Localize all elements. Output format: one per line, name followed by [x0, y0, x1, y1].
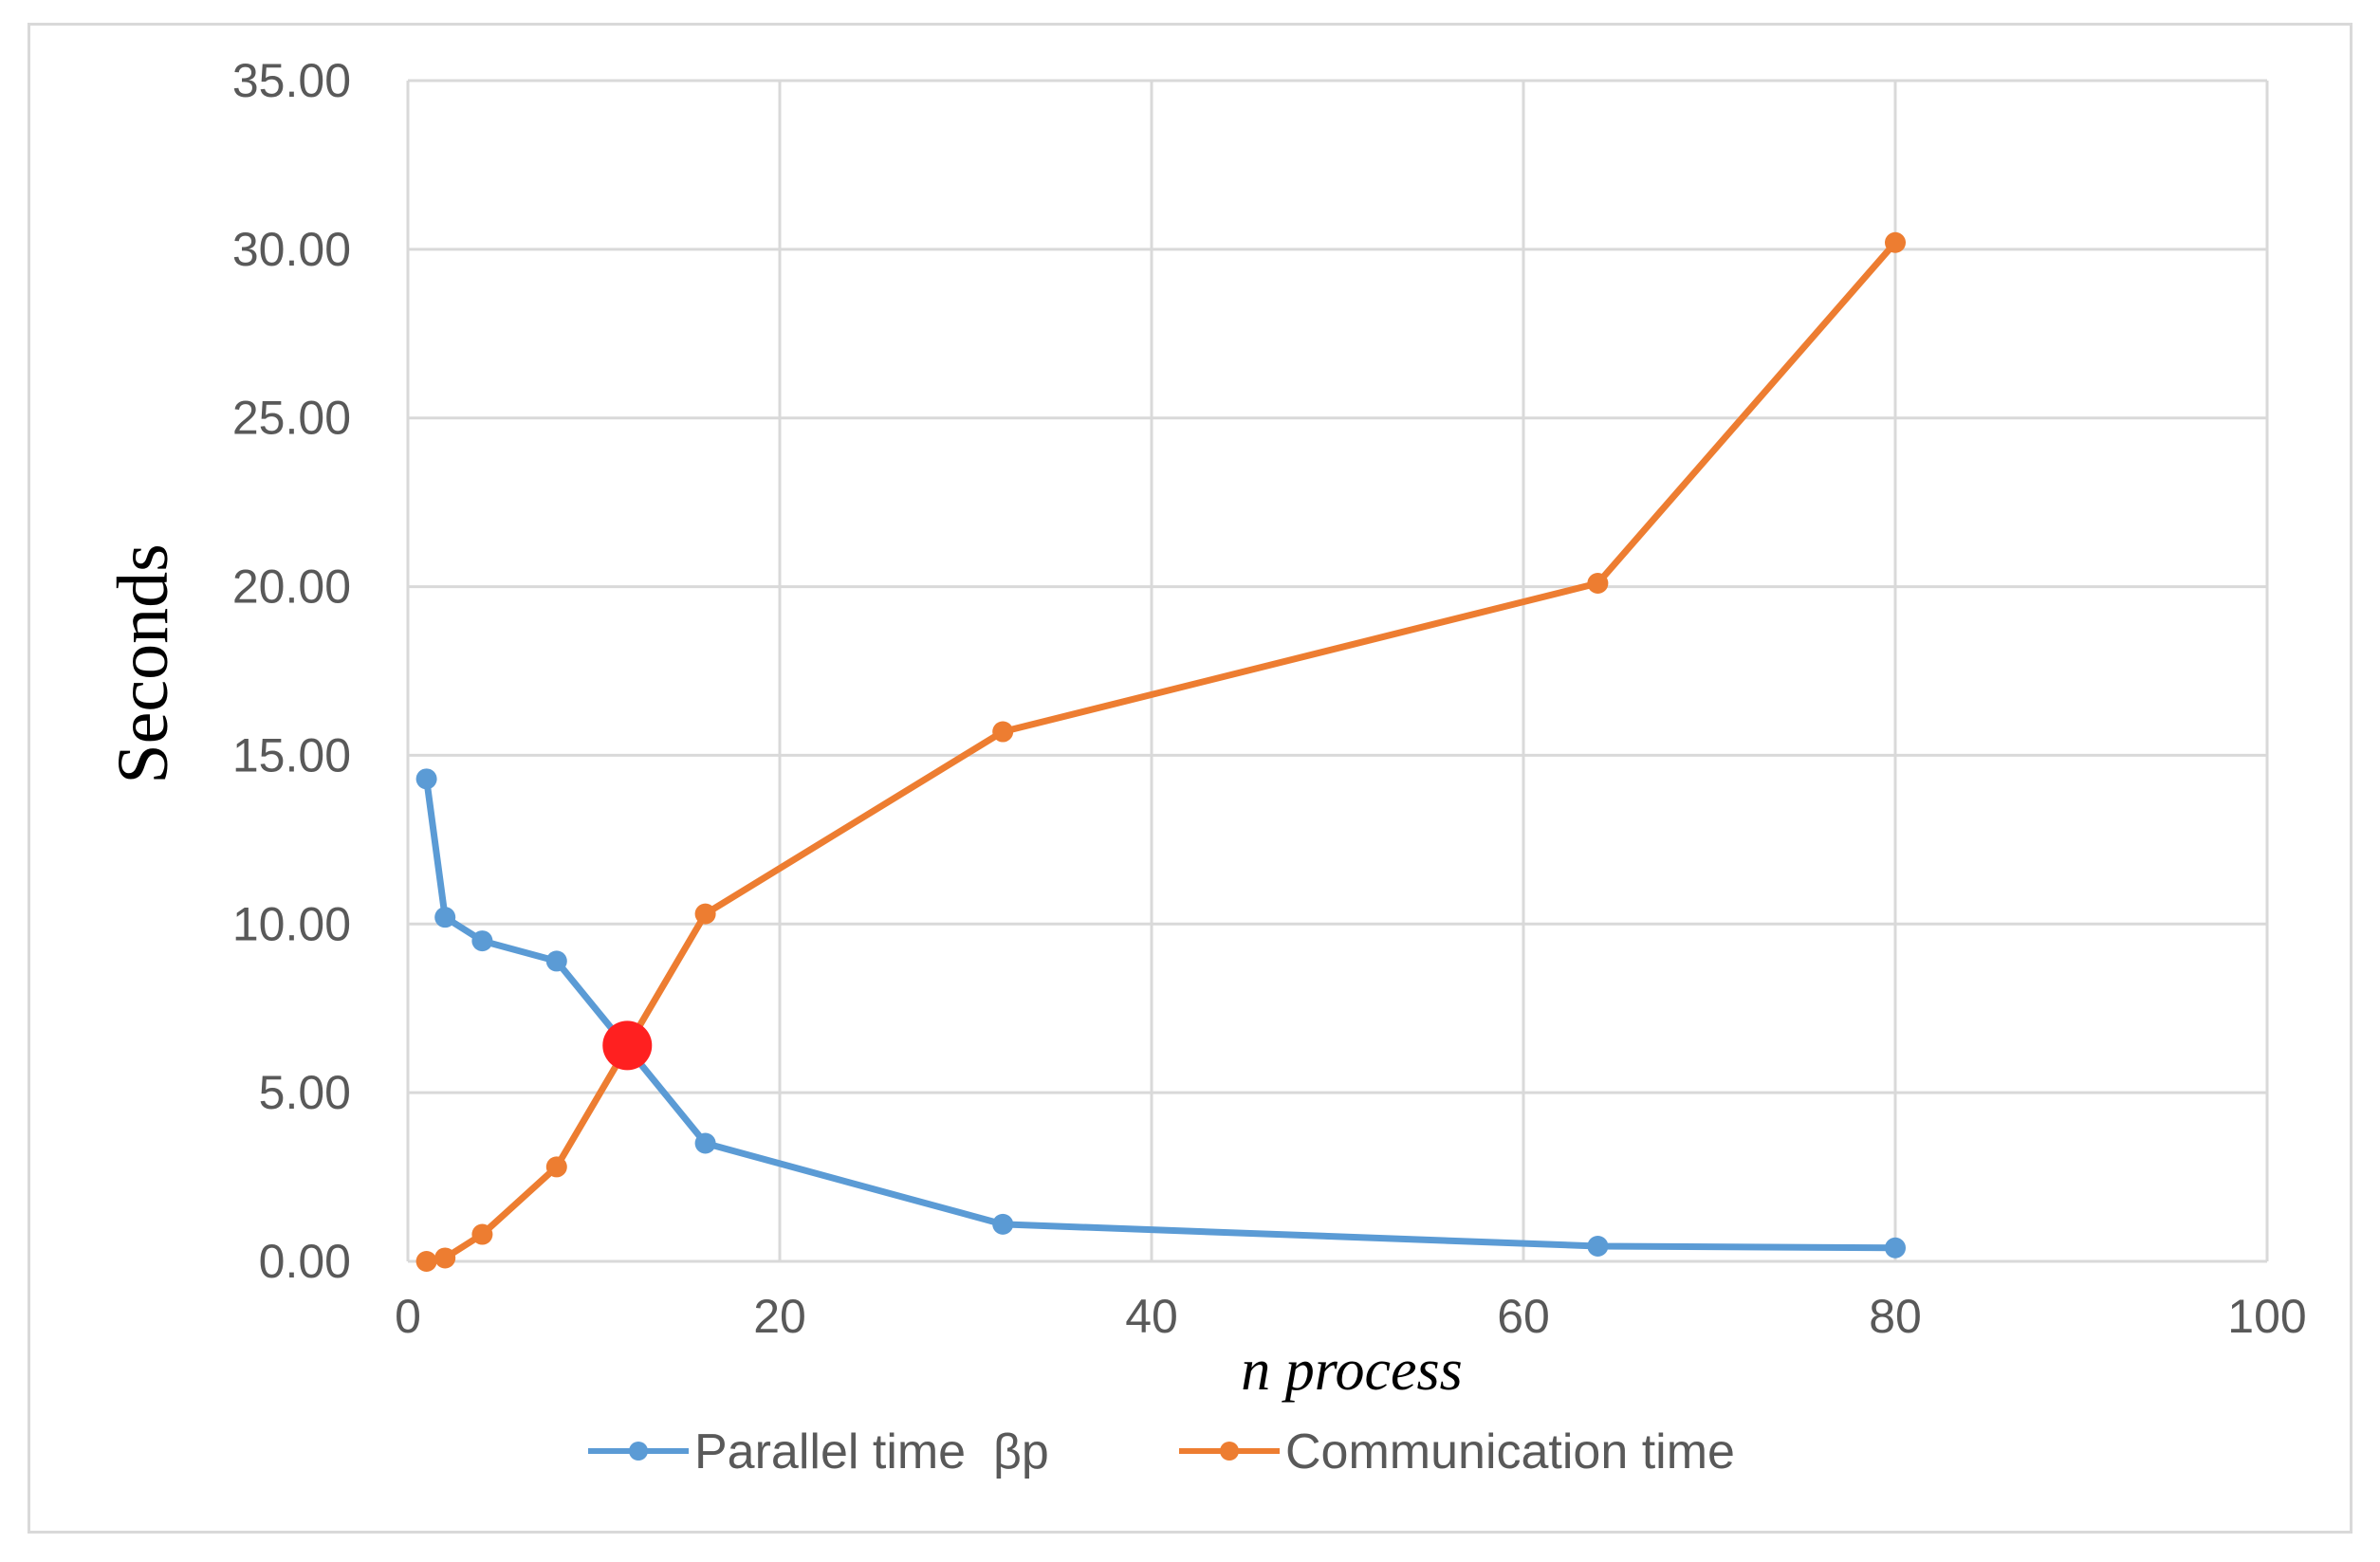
intersection-marker — [602, 1020, 653, 1071]
y-tick-label: 10.00 — [232, 897, 351, 950]
x-axis-ticks: 0 20 40 60 80 100 — [395, 1290, 2307, 1343]
data-point — [1885, 1237, 1906, 1259]
y-tick-label: 25.00 — [232, 392, 351, 445]
legend-item-communication: Communication time — [1179, 1424, 1735, 1479]
data-point — [992, 721, 1014, 743]
y-tick-label: 0.00 — [259, 1235, 351, 1288]
x-tick-label: 40 — [1125, 1290, 1178, 1343]
y-tick-label: 35.00 — [232, 54, 351, 107]
series-0 — [415, 768, 1906, 1259]
y-tick-label: 5.00 — [259, 1066, 351, 1119]
data-point — [1587, 1235, 1609, 1257]
x-tick-label: 60 — [1497, 1290, 1550, 1343]
series-line — [425, 240, 1898, 1265]
data-point — [545, 1156, 567, 1178]
data-point — [471, 1223, 493, 1245]
legend-swatch-marker — [1220, 1442, 1239, 1461]
data-point — [992, 1213, 1014, 1235]
data-point — [694, 903, 716, 925]
data-point — [1587, 573, 1609, 595]
highlight — [602, 1020, 653, 1071]
legend-swatch-marker — [629, 1442, 648, 1461]
data-point — [471, 930, 493, 952]
y-tick-label: 20.00 — [232, 560, 351, 614]
y-axis-label: Seconds — [103, 543, 183, 783]
data-point — [545, 950, 567, 972]
chart-frame — [28, 23, 2352, 1534]
data-point — [434, 1247, 456, 1269]
x-tick-label: 20 — [753, 1290, 806, 1343]
x-tick-label: 0 — [395, 1290, 421, 1343]
series-1 — [415, 231, 1906, 1272]
grid — [406, 79, 2269, 1263]
data-point — [1885, 231, 1906, 253]
legend-item-parallel: Parallel time βp — [588, 1424, 1049, 1479]
x-tick-label: 80 — [1869, 1290, 1922, 1343]
x-tick-label: 100 — [2227, 1290, 2306, 1343]
series — [415, 231, 1906, 1272]
legend-label-parallel: Parallel time βp — [694, 1424, 1049, 1479]
data-point — [434, 907, 456, 928]
y-tick-label: 15.00 — [232, 728, 351, 781]
data-point — [415, 1251, 437, 1272]
data-point — [415, 768, 437, 790]
y-tick-label: 30.00 — [232, 223, 351, 276]
y-axis-ticks: 0.00 5.00 10.00 15.00 20.00 25.00 30.00 35.00 — [232, 54, 351, 1288]
x-axis-label: n process — [1241, 1338, 1463, 1403]
legend: Parallel time βp Communication time — [588, 1424, 1735, 1479]
data-point — [694, 1132, 716, 1154]
legend-label-communication: Communication time — [1285, 1424, 1735, 1479]
